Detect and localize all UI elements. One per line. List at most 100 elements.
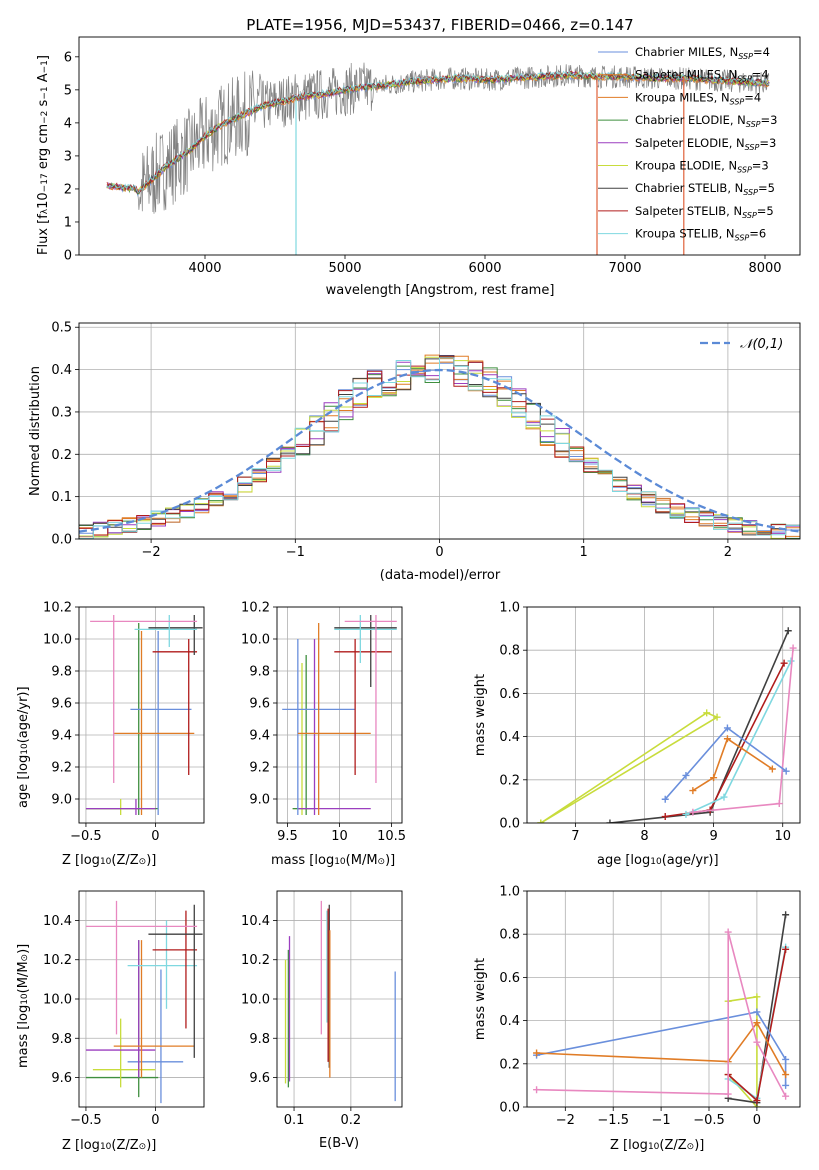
data-point-marker — [753, 1097, 761, 1105]
x-axis-label-part: ⊙ — [139, 1142, 147, 1152]
legend-entry-sub: SSP — [737, 75, 752, 84]
series-line — [727, 995, 758, 1107]
plot-area — [85, 615, 203, 815]
axes-frame — [78, 606, 205, 824]
legend-entry-text: Salpeter MILES, N — [635, 68, 737, 82]
data-point-marker — [606, 819, 614, 823]
series-line — [664, 726, 787, 800]
x-axis-label-part: Z [log — [62, 853, 100, 868]
y-tick-label: 4 — [64, 116, 72, 131]
y-axis-label: Flux [fλ10−17 erg cm−2 s−1 A−1] — [36, 55, 51, 255]
data-point-marker — [689, 787, 697, 795]
legend-entry-tail: =3 — [761, 113, 778, 127]
y-tick-label: 10.0 — [43, 993, 72, 1008]
legend-entry: Chabrier ELODIE, NSSP=3 — [635, 113, 777, 129]
legend-entry-tail: =3 — [752, 159, 769, 173]
y-axis-label-part: ] — [36, 55, 51, 60]
y-axis-label: Normed distribution — [28, 366, 43, 496]
x-axis-label-part: age [log — [597, 853, 650, 868]
y-tick-label: 1.0 — [499, 601, 520, 616]
series-line — [609, 630, 790, 823]
plot-area — [537, 627, 797, 823]
x-axis-label: wavelength [Angstrom, rest frame] — [326, 283, 555, 298]
y-tick-label: 3 — [64, 149, 72, 164]
x-axis-label-part: mass [log — [271, 853, 334, 868]
data-point-marker — [782, 767, 790, 775]
y-tick-label: 9.2 — [51, 761, 72, 776]
x-axis-label-part: 10 — [100, 1142, 112, 1152]
data-point-marker — [782, 1092, 790, 1100]
data-point-marker — [533, 1086, 541, 1094]
data-point-marker — [689, 808, 697, 816]
y-tick-label: 0.8 — [499, 644, 520, 659]
x-tick-label: 5000 — [328, 261, 361, 276]
data-point-marker — [768, 765, 776, 773]
axes-age_vs_Z: −0.5 09.09.29.49.69.810.010.2Z [log10(Z/Z… — [16, 601, 205, 868]
data-point-marker — [753, 1038, 761, 1046]
data-point-marker — [780, 659, 788, 667]
data-point-marker — [782, 911, 790, 919]
x-tick-label: 7000 — [608, 261, 641, 276]
x-tick-label: 10 — [331, 829, 348, 844]
data-point-marker — [703, 709, 711, 717]
legend-entry-text: Salpeter ELODIE, N — [635, 136, 745, 150]
y-tick-label: 1 — [64, 215, 72, 230]
y-tick-label: 0.0 — [499, 1101, 520, 1116]
data-point-marker — [784, 627, 792, 635]
legend-entry-tail: =6 — [749, 227, 766, 241]
legend-entry-tail: =4 — [744, 90, 761, 104]
axes-mass_vs_EBV: 0.1 0.2 9.6 9.8 10.0 10.2 10.4 E(B-V) — [241, 890, 403, 1151]
x-tick-label: −1 — [286, 545, 305, 560]
axes-age_vs_mass: 9.5 10 10.5 9.0 9.2 9.4 9.6 9.8 10.0 10.2 mass [lo… — [241, 601, 406, 869]
legend-entry-sub: SSP — [730, 97, 745, 106]
data-point-marker — [710, 774, 718, 782]
y-tick-label: 9.8 — [51, 1032, 72, 1047]
axes-frame — [78, 36, 801, 256]
legend-entry-text: Chabrier MILES, N — [635, 45, 738, 59]
axes-frame — [526, 606, 801, 824]
legend-entry: Chabrier MILES, NSSP=4 — [635, 45, 770, 61]
x-axis-label: (data-model)/error — [380, 568, 501, 583]
y-tick-label: 0.5 — [51, 321, 72, 336]
x-axis-label-part: )] — [146, 853, 156, 868]
x-tick-label: 0 — [151, 829, 159, 844]
legend-entry-text: Kroupa ELODIE, N — [635, 159, 737, 173]
legend-entry: Salpeter ELODIE, NSSP=3 — [635, 136, 776, 152]
x-tick-label: 7 — [571, 829, 579, 844]
y-tick-label: 10.2 — [241, 601, 270, 616]
y-tick-label: 10.0 — [241, 633, 270, 648]
y-tick-label: 0.0 — [499, 817, 520, 832]
x-axis-label-part: (Z/Z — [111, 853, 138, 868]
axes-weight_vs_Z: −2 −1.5 −1 −0.5 0 0.0 0.2 0.4 0.6 0.8 1.0 Z [log10(… — [473, 885, 801, 1153]
x-axis-label-part: )] — [385, 853, 395, 868]
x-tick-label: 8 — [640, 829, 648, 844]
x-tick-label: 0.1 — [284, 1113, 305, 1128]
series-line — [685, 660, 792, 816]
series-line — [692, 647, 794, 813]
legend-entry: 𝒩(0,1) — [740, 337, 783, 352]
x-axis-label-part: 10 — [100, 857, 112, 867]
x-tick-label: 10.5 — [377, 829, 406, 844]
legend-entry: Salpeter STELIB, NSSP=5 — [635, 204, 774, 220]
legend-entry-sub: SSP — [743, 188, 758, 197]
x-tick-label: 0 — [753, 1113, 761, 1128]
y-tick-label: 0.6 — [499, 971, 520, 986]
data-point-marker — [782, 1081, 790, 1089]
data-point-marker — [723, 735, 731, 743]
data-point-marker — [533, 1049, 541, 1057]
y-tick-label: 1.0 — [499, 885, 520, 900]
data-point-marker — [682, 810, 690, 818]
y-axis-label: mass weight — [473, 674, 488, 756]
y-axis-label-part: s — [36, 99, 51, 110]
normal-reference-curve — [79, 368, 800, 533]
y-tick-label: 9.8 — [51, 665, 72, 680]
y-tick-label: 9.4 — [249, 729, 270, 744]
y-axis-label: mass [log10(M/M⊙)] — [16, 944, 31, 1068]
y-tick-label: 9.6 — [249, 697, 270, 712]
y-tick-label: 0.1 — [51, 490, 72, 505]
y-tick-label: 10.0 — [241, 993, 270, 1008]
axes-frame — [526, 890, 801, 1108]
y-tick-label: 0.2 — [499, 773, 520, 788]
